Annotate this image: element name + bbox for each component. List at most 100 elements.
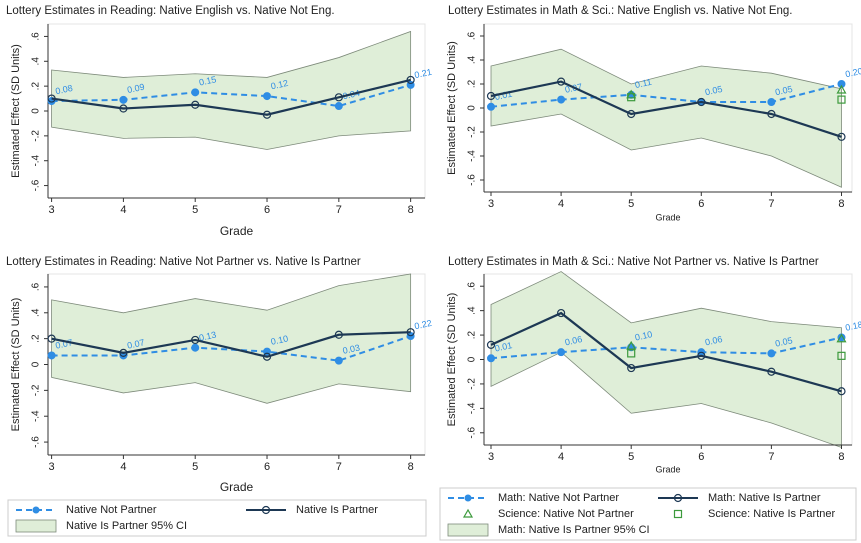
y-tick-label: -.4 [467,402,478,414]
point [557,77,566,86]
data-label: 0.15 [198,74,217,87]
y-tick-label: .2 [31,82,42,91]
legend: Native Not Partner Native Is Partner Nativ… [7,499,427,537]
point [334,330,343,339]
legend-label: Native Is Partner [296,504,378,516]
x-tick-label: 6 [264,461,270,473]
series-line [490,311,842,393]
point [767,98,776,106]
point [837,132,846,141]
y-tick-label: -.6 [467,427,478,439]
x-tick-label: 4 [120,204,126,216]
legend-marker [673,493,683,503]
y-tick-label: .2 [467,330,478,339]
chart-title: Lottery Estimates in Reading: Native Eng… [6,5,335,17]
point [191,343,200,352]
point [119,95,128,104]
legend-marker [32,506,40,514]
y-tick-label: -.6 [467,174,478,186]
y-tick-label: 0 [467,105,478,111]
point [627,363,636,373]
point [627,109,636,119]
y-tick-label: -.6 [31,436,42,448]
y-tick-label: .6 [467,282,478,291]
y-tick-label: 0 [31,108,42,114]
x-tick-label: 3 [49,461,55,473]
y-tick-label: .6 [31,32,42,41]
x-tick-label: 8 [838,198,844,210]
y-tick-label: -.4 [31,410,42,422]
point [767,349,776,358]
x-tick-label: 8 [408,204,414,216]
point [487,102,496,111]
point [191,100,200,109]
point [557,95,566,104]
y-tick-label: -.4 [467,150,478,162]
point [767,367,776,376]
x-tick-label: 3 [488,451,494,463]
x-tick-label: 4 [120,461,126,473]
point [486,91,496,101]
x-tick-label: 3 [488,198,494,210]
data-label: 0.06 [564,334,583,347]
data-label: 0.09 [126,82,145,95]
ci-band [490,48,842,188]
data-label: 0.01 [494,340,513,353]
legend-label: Science: Native Is Partner [708,508,836,520]
point [836,333,847,343]
x-axis-label: Grade [220,224,254,238]
x-tick-label: 6 [698,198,704,210]
point [406,75,415,85]
data-label: 0.20 [844,66,861,79]
data-label: 0.05 [774,84,793,97]
point [487,354,496,363]
point [262,110,272,119]
y-tick-label: -.6 [31,179,42,191]
legend-label: Science: Native Not Partner [498,508,634,520]
panel: Lottery Estimates in Reading: Native Not… [6,256,433,494]
y-tick-label: -.2 [31,384,42,396]
point [119,104,128,113]
legend-marker [462,508,474,518]
series-line [51,331,411,358]
point [837,351,846,360]
point [837,80,846,88]
legend-box [7,499,427,537]
legend-swatch [447,523,489,537]
data-label: 0.05 [774,335,793,348]
x-tick-label: 6 [698,451,704,463]
x-axis-label: Grade [220,480,254,494]
series-line [490,80,842,138]
x-axis-label: Grade [655,464,680,474]
x-tick-label: 8 [408,461,414,473]
point [263,92,272,101]
chart-title: Lottery Estimates in Math & Sci.: Native… [448,256,819,268]
y-tick-label: .6 [467,31,478,40]
point [334,356,343,365]
legend-marker [673,509,683,519]
x-tick-label: 7 [768,198,774,210]
data-label: 0.18 [844,319,861,332]
data-label: 0.10 [634,329,653,342]
series-line [51,83,411,108]
y-tick-label: -.4 [31,154,42,166]
y-axis-label: Estimated Effect (SD Units) [446,41,458,175]
point [557,308,566,318]
point [334,93,343,102]
legend-label: Math: Native Is Partner 95% CI [498,524,650,536]
series-line [490,336,842,360]
x-tick-label: 7 [336,204,342,216]
data-label: 0.22 [413,318,432,331]
panel: Lottery Estimates in Reading: Native Eng… [6,5,433,238]
data-label: 0.07 [126,337,145,350]
y-tick-label: .4 [467,306,478,315]
point [626,89,637,99]
point [837,387,846,396]
x-tick-label: 5 [192,461,198,473]
point [697,97,706,107]
point [486,340,496,349]
panel: Lottery Estimates in Math & Sci.: Native… [446,5,861,222]
legend-marker [464,494,472,502]
point [119,348,128,357]
